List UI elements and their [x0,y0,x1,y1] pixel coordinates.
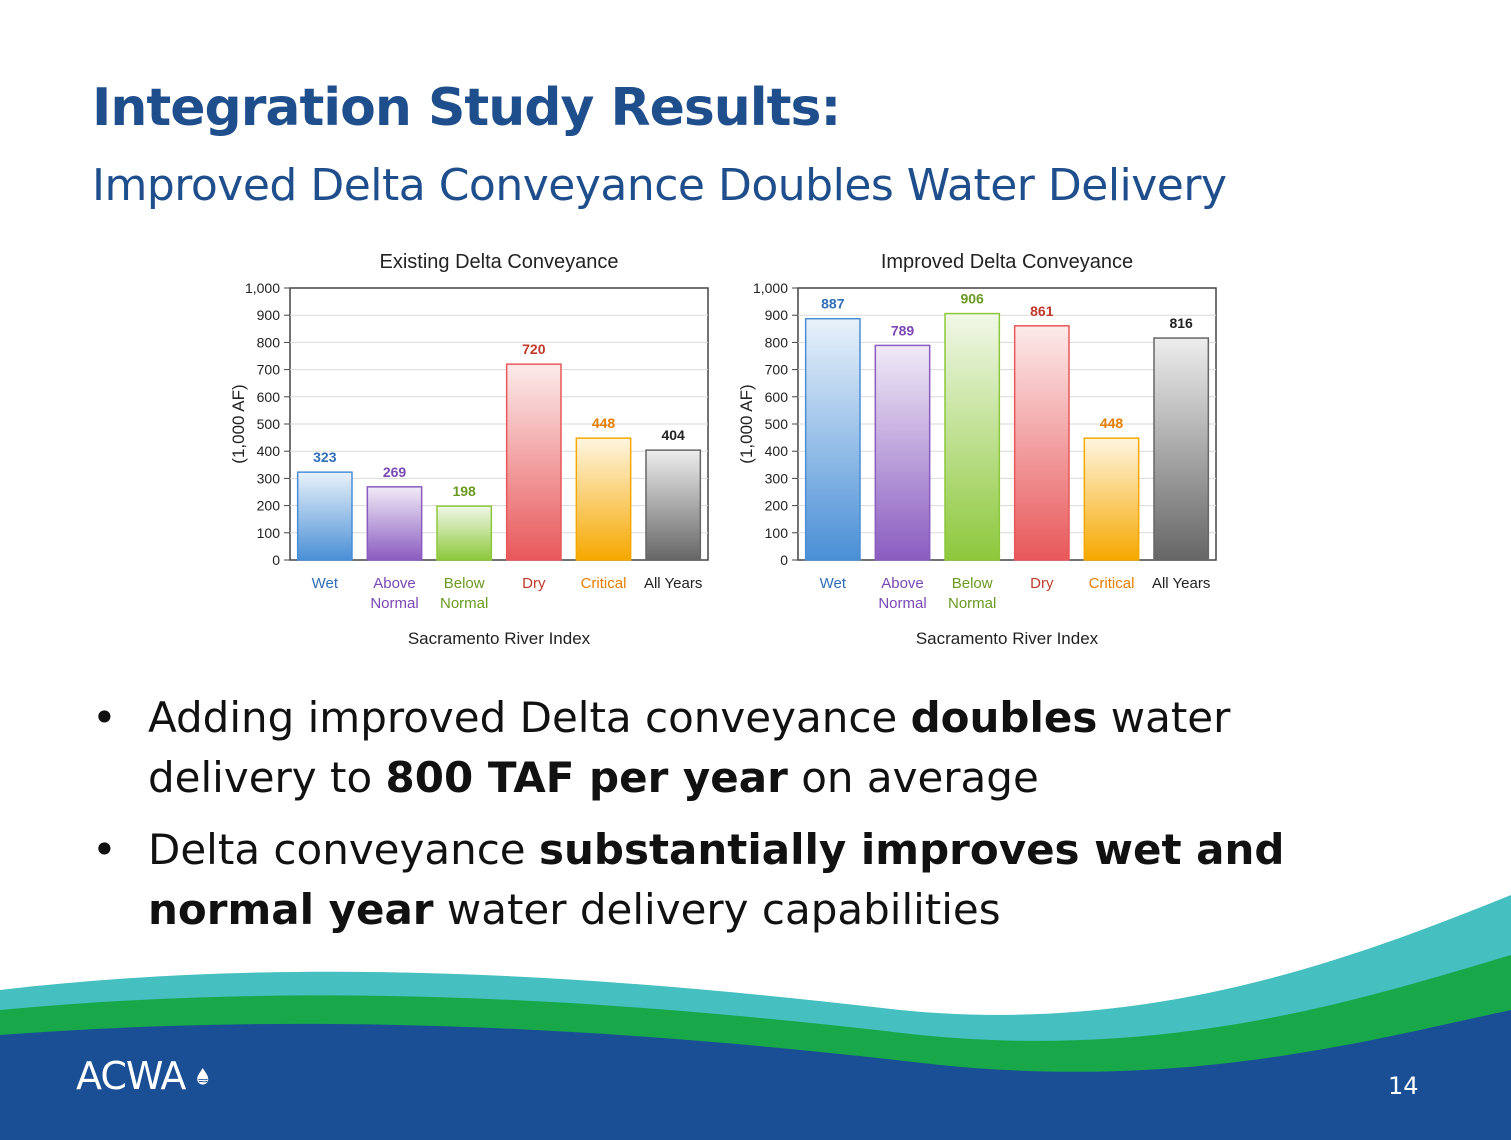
bar [1153,337,1210,561]
bar [296,471,353,561]
y-tick-label: 700 [765,362,789,378]
bar [575,437,632,561]
y-tick-label: 900 [765,307,789,323]
y-tick-label: 200 [765,498,789,514]
bullet-text: Adding improved Delta conveyance [148,693,911,742]
bar [645,449,702,561]
bar-value-label: 198 [452,483,476,499]
bullet-text: water delivery to [148,693,1231,802]
bullet-text: Delta conveyance [148,825,540,874]
bar-value-label: 269 [383,464,407,480]
bullet-emphasis: substantially improves wet and normal ye… [148,825,1285,934]
x-tick-label: Wet [312,575,339,592]
y-axis-label: (1,000 AF) [737,384,756,463]
bar [944,312,1001,561]
bar-value-label: 404 [661,427,685,443]
bullet-text: water delivery capabilities [433,885,1001,934]
x-axis-label: Sacramento River Index [916,629,1099,648]
x-axis-label: Sacramento River Index [408,629,591,648]
x-tick-label: Below [444,575,485,592]
x-tick-label: Dry [522,575,546,592]
y-tick-label: 700 [257,362,281,378]
bar-value-label: 448 [1100,415,1124,431]
bar-value-label: 720 [522,341,546,357]
y-tick-label: 900 [257,307,281,323]
x-tick-label: Normal [440,595,488,612]
x-tick-label: All Years [1152,575,1210,592]
y-tick-label: 1,000 [245,280,280,296]
y-tick-label: 800 [257,334,281,350]
bar [366,486,423,561]
bar [505,363,562,561]
bar [1083,437,1140,561]
bar [436,505,493,561]
bar [1013,325,1070,561]
y-tick-label: 300 [257,470,281,486]
bar-value-label: 323 [313,449,337,465]
y-axis-label: (1,000 AF) [229,384,248,463]
y-tick-label: 300 [765,470,789,486]
bullet-emphasis: 800 TAF per year [385,753,788,802]
x-tick-label: Dry [1030,575,1054,592]
chart-title: Existing Delta Conveyance [379,251,618,273]
page-number: 14 [1388,1072,1419,1100]
bullet-dot-icon: • [92,693,117,742]
water-drop-logo-icon [197,1068,209,1085]
y-tick-label: 100 [257,525,281,541]
bullet-emphasis: doubles [910,693,1098,742]
y-tick-label: 0 [780,552,788,568]
chart-existing-delta-conveyance: Existing Delta Conveyance 0 100 200 300 400 50… [229,251,709,648]
bar-value-label: 887 [821,296,845,312]
bullet-list: • Adding improved Delta conveyance double… [92,688,1332,952]
x-tick-label: Below [952,575,993,592]
y-tick-label: 1,000 [753,280,788,296]
bar-value-label: 861 [1030,303,1054,319]
x-tick-label: Above [881,575,924,592]
bar [874,344,931,561]
y-tick-label: 500 [765,416,789,432]
bullet-item: • Adding improved Delta conveyance double… [92,688,1332,808]
bullet-dot-icon: • [92,825,117,874]
x-tick-label: Critical [581,575,627,592]
chart-improved-delta-conveyance: Improved Delta Conveyance 0 100 200 300 400 50… [737,251,1217,648]
x-tick-label: Normal [948,595,996,612]
y-tick-label: 800 [765,334,789,350]
y-tick-label: 0 [272,552,280,568]
chart-title: Improved Delta Conveyance [881,251,1133,273]
y-tick-label: 100 [765,525,789,541]
bullet-text: on average [787,753,1039,802]
bar-value-label: 906 [960,291,984,307]
y-tick-label: 600 [257,389,281,405]
x-tick-label: Wet [820,575,847,592]
y-tick-label: 500 [257,416,281,432]
y-tick-label: 400 [765,443,789,459]
bar-value-label: 448 [592,415,616,431]
x-tick-label: Above [373,575,416,592]
bar-value-label: 816 [1169,315,1193,331]
y-tick-label: 600 [765,389,789,405]
x-tick-label: All Years [644,575,702,592]
x-tick-label: Normal [878,595,926,612]
acwa-logo-text: ACWA [76,1054,186,1098]
bullet-item: • Delta conveyance substantially improves… [92,820,1332,940]
x-tick-label: Normal [370,595,418,612]
bar-value-label: 789 [891,322,915,338]
bar [804,317,861,561]
y-tick-label: 200 [257,498,281,514]
x-tick-label: Critical [1089,575,1135,592]
y-tick-label: 400 [257,443,281,459]
slide-subtitle: Improved Delta Conveyance Doubles Water … [92,160,1227,211]
slide-title: Integration Study Results: [92,78,841,138]
